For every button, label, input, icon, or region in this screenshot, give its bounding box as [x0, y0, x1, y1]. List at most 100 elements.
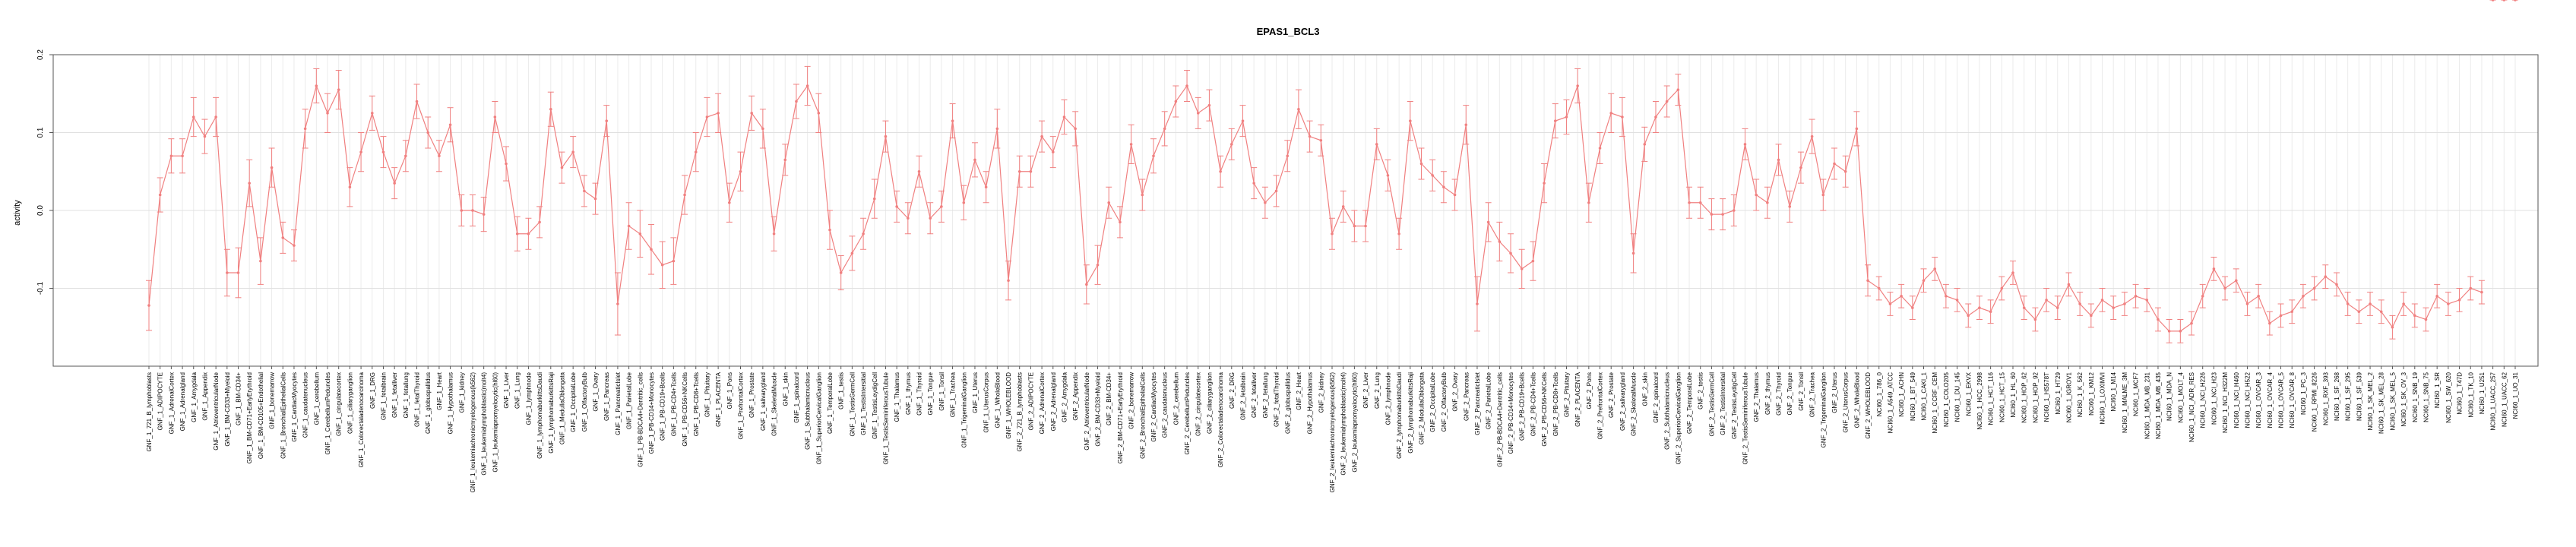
data-point-group: [1049, 136, 1056, 169]
data-point: [1587, 201, 1590, 204]
data-point-group: [2032, 307, 2039, 332]
data-point-group: [1128, 124, 1135, 164]
x-tick-label: GNF_1_SuperiorCervicalGanglion: [815, 372, 822, 464]
data-point: [303, 127, 307, 131]
data-point-group: [313, 68, 320, 104]
x-tick-label: GNF_1_BM-CD34+: [236, 372, 242, 425]
x-tick-label: GNF_2_WholeBlood: [1853, 372, 1860, 428]
data-point-group: [413, 84, 420, 119]
data-point: [650, 248, 653, 251]
x-tick-label: GNF_2_globuspallidus: [1284, 372, 1291, 434]
data-point: [1252, 182, 1255, 185]
x-tick-label: GNF_2_skin: [1641, 372, 1648, 406]
data-point-group: [938, 190, 945, 223]
data-point-group: [1574, 68, 1581, 104]
data-point-group: [1094, 245, 1101, 285]
data-point-group: [1920, 268, 1927, 293]
x-tick-label: GNF_1_CardiacMyocytes: [291, 372, 298, 442]
data-point-group: [2199, 283, 2206, 308]
data-point-group: [146, 280, 152, 331]
data-point-group: [2423, 307, 2429, 332]
x-tick-label: NCI60_1_SNB_19: [2412, 372, 2419, 422]
x-tick-label: NCI60_1_SK_MEL_5: [2389, 372, 2396, 430]
data-point: [438, 154, 441, 158]
data-point-group: [2434, 283, 2441, 308]
data-point-group: [2099, 288, 2106, 312]
data-point: [169, 154, 173, 158]
data-point-group: [904, 202, 911, 235]
data-point-group: [514, 216, 521, 251]
x-tick-label: GNF_2_MedullaOblongata: [1419, 372, 1426, 444]
x-tick-label: GNF_2_TestisSeminiferousTubule: [1742, 372, 1748, 464]
x-tick-label: GNF_2_Colorectaladenocarcinoma: [1217, 372, 1224, 467]
x-tick-label: GNF_1_PB-BDCA4+Dentritic_cells: [637, 372, 644, 467]
x-tick-label: GNF_1_skin: [782, 372, 789, 406]
data-point: [1286, 154, 1290, 158]
data-point-group: [280, 221, 286, 254]
x-tick-label: NCI60_1_LOXIMVI: [2100, 372, 2106, 424]
x-tick-label: NCI60_1_CAKI_1: [1921, 372, 1928, 420]
x-tick-label: GNF_1_Appendix: [201, 372, 208, 421]
x-tick-label: GNF_2_OlfactoryBulb: [1441, 372, 1448, 432]
x-tick-label: GNF_2_cerebellum: [1172, 372, 1179, 425]
x-tick-label: NCI60_1_SW_620: [2445, 372, 2452, 422]
data-point-group: [2356, 299, 2362, 324]
data-point: [1967, 314, 1970, 318]
data-point-group: [1652, 101, 1659, 133]
data-point: [1911, 306, 1914, 309]
data-point-group: [1608, 93, 1615, 133]
data-point-group: [1217, 155, 1224, 188]
data-point: [1755, 193, 1758, 197]
data-point: [158, 193, 162, 197]
data-point: [2391, 325, 2394, 329]
x-tick-label: NCI60_1_HOP_62: [2021, 372, 2028, 422]
data-point: [872, 197, 876, 201]
data-point: [1152, 154, 1155, 158]
data-point-group: [2289, 299, 2296, 324]
data-point-group: [2489, 0, 2496, 2]
data-point: [2424, 318, 2428, 321]
x-tick-label: GNF_2_thymus: [1764, 372, 1771, 415]
data-point: [929, 217, 932, 220]
data-point-group: [435, 140, 442, 172]
data-point-group: [1396, 217, 1403, 250]
data-point-group: [1597, 132, 1603, 164]
x-tick-label: NCI60_1_CCRF_CEM: [1932, 372, 1938, 434]
x-tick-label: GNF_1_Tonsil: [938, 372, 945, 411]
data-point-group: [1306, 120, 1313, 153]
data-point-group: [1340, 190, 1347, 223]
data-point-group: [692, 132, 699, 172]
data-point-group: [1686, 186, 1693, 219]
data-point: [1743, 143, 1747, 146]
data-point: [683, 193, 686, 197]
x-tick-label: NCI60_1_HS578T: [2043, 372, 2050, 422]
data-point-group: [1016, 155, 1023, 188]
data-point: [940, 205, 943, 208]
data-point: [761, 127, 764, 131]
data-point-group: [157, 177, 163, 213]
x-tick-label: GNF_1_CerebellumPeduncles: [324, 372, 331, 455]
data-point-group: [447, 107, 454, 143]
x-tick-label: GNF_1_fetallung: [403, 372, 410, 418]
data-point-group: [1273, 175, 1280, 207]
x-tick-label: GNF_1_PB-CD4+Tcells: [670, 372, 677, 436]
data-point-group: [670, 237, 677, 285]
x-tick-label: GNF_1_PrefrontalCortex: [738, 372, 745, 439]
x-tick-label: GNF_2_TestisLeydigCell: [1731, 372, 1738, 439]
x-tick-label: GNF_2_UterusCorpus: [1843, 372, 1850, 433]
data-point-group: [2299, 283, 2306, 308]
data-point: [2302, 294, 2305, 298]
data-point-group: [715, 93, 722, 133]
data-point-group: [2166, 319, 2173, 343]
x-tick-label: GNF_1_spinalcord: [793, 372, 800, 423]
data-point: [2212, 267, 2216, 270]
data-point-group: [257, 237, 264, 285]
data-point: [1230, 143, 1233, 146]
data-point: [739, 169, 742, 173]
x-tick-label: GNF_1_PB-CD56+NKCells: [682, 372, 688, 447]
data-point: [203, 134, 207, 138]
data-point: [984, 185, 988, 189]
data-point: [2324, 275, 2328, 278]
data-point: [236, 271, 240, 274]
data-point-group: [949, 103, 956, 139]
